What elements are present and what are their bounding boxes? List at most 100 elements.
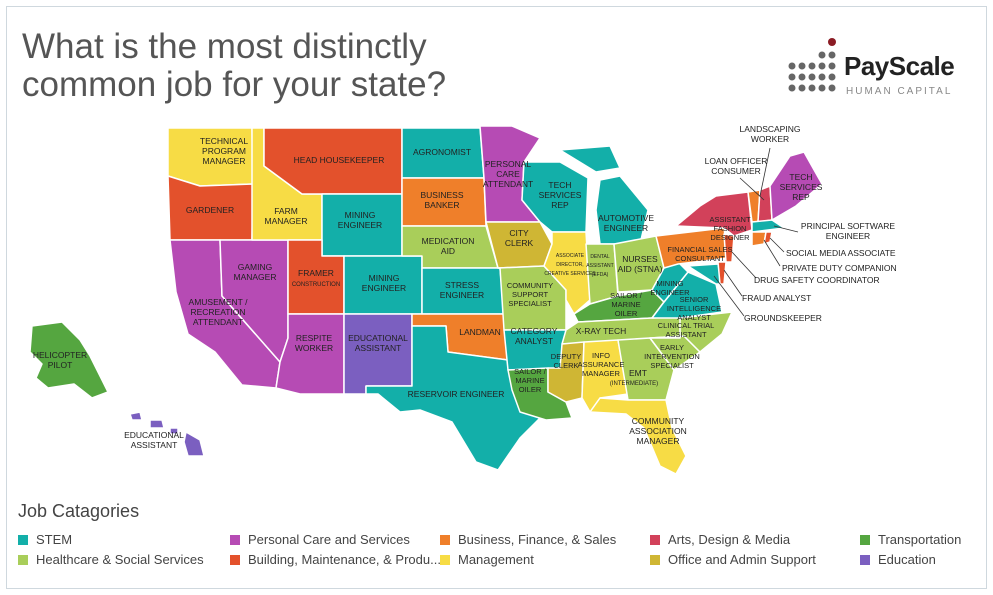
legend-item[interactable]: Transportation — [860, 532, 961, 547]
payscale-logo: PayScale HUMAN CAPITAL — [784, 36, 974, 100]
label-tn: X-RAY TECH — [576, 326, 627, 336]
label-ma: PRINCIPAL SOFTWARE ENGINEER — [801, 221, 895, 241]
label-il: ASSOCIATE DIRECTOR, CREATIVE SERVICES — [544, 253, 596, 277]
state-fl[interactable] — [589, 397, 687, 475]
legend-swatch — [440, 555, 450, 565]
label-wy: MINING ENGINEER — [338, 210, 382, 230]
label-ga: EMT — [629, 368, 647, 378]
logo-wordmark: PayScale — [844, 51, 955, 81]
label-ut-sub: CONSTRUCTION — [292, 282, 340, 288]
label-md: GROUNDSKEEPER — [744, 313, 822, 323]
label-pa: FINANCIAL SALES CONSULTANT — [667, 245, 732, 263]
legend-item[interactable]: Arts, Design & Media — [650, 532, 790, 547]
state-ga[interactable] — [617, 337, 675, 401]
legend-label: Management — [458, 552, 534, 567]
state-pa[interactable] — [655, 227, 729, 269]
label-ar: CATEGORY ANALYST — [511, 326, 558, 346]
state-hi-3[interactable] — [169, 427, 179, 435]
state-mi[interactable] — [559, 145, 621, 173]
state-hi[interactable] — [129, 411, 143, 421]
label-ky: SAILOR / MARINE OILER — [610, 291, 643, 318]
label-sd: BUSINESS BANKER — [421, 190, 464, 210]
state-nj[interactable] — [723, 233, 735, 263]
legend-swatch — [650, 555, 660, 565]
label-co: MINING ENGINEER — [362, 273, 406, 293]
state-de[interactable] — [717, 261, 727, 285]
state-hi-4[interactable] — [183, 431, 205, 457]
state-hi-2[interactable] — [149, 419, 165, 429]
leader-lines — [713, 147, 799, 317]
legend-swatch — [230, 555, 240, 565]
legend-swatch — [18, 535, 28, 545]
state-mi-lower[interactable] — [595, 175, 649, 245]
legend-swatch — [440, 535, 450, 545]
label-al: INFO ASSURANCE MANAGER — [578, 351, 625, 378]
label-ms: DEPUTY CLERK — [551, 352, 581, 370]
label-mo: COMMUNITY SUPPORT SPECIALIST — [507, 281, 553, 308]
state-ak[interactable] — [29, 321, 109, 399]
legend-label: Personal Care and Services — [248, 532, 410, 547]
label-de: FRAUD ANALYST — [742, 293, 811, 303]
legend-item[interactable]: Building, Maintenance, & Produ... — [230, 552, 441, 567]
state-nc[interactable] — [649, 311, 733, 353]
legend-label: Business, Finance, & Sales — [458, 532, 617, 547]
legend-label: Arts, Design & Media — [668, 532, 791, 547]
legend-item[interactable]: Business, Finance, & Sales — [440, 532, 616, 547]
legend-item[interactable]: Management — [440, 552, 534, 567]
label-ri: SOCIAL MEDIA ASSOCIATE — [786, 248, 896, 258]
page-title: What is the most distinctly common job f… — [22, 28, 446, 104]
label-mn: PERSONAL CARE ATTENDANT — [483, 159, 533, 189]
legend-item[interactable]: Personal Care and Services — [230, 532, 410, 547]
label-mi: AUTOMOTIVE ENGINEER — [598, 213, 654, 233]
label-oh: NURSES AID (STNA) — [618, 254, 663, 274]
label-or: GARDENER — [186, 205, 234, 215]
label-nh: LOAN OFFICER CONSUMER — [705, 156, 768, 176]
label-fl: COMMUNITY ASSOCIATION MANAGER — [629, 416, 686, 446]
label-nv: GAMING MANAGER — [234, 262, 277, 282]
legend-label: Transportation — [878, 532, 962, 547]
label-in: DENTAL ASSISTANT (EFDA) — [586, 254, 613, 278]
legend-swatch — [18, 555, 28, 565]
label-wi: TECH SERVICES REP — [539, 180, 582, 210]
label-nc: CLINICAL TRIAL ASSISTANT — [658, 321, 715, 339]
label-nm: EDUCATIONAL ASSISTANT — [348, 333, 408, 353]
label-mt: HEAD HOUSEKEEPER — [294, 155, 385, 165]
label-vt: LANDSCAPING WORKER — [740, 124, 801, 144]
label-ks: STRESS ENGINEER — [440, 280, 484, 300]
label-wv: MINING ENGINEER — [650, 279, 690, 297]
legend-item[interactable]: STEM — [18, 532, 72, 547]
label-ny: ASSISTANT FASHION DESIGNER — [709, 215, 751, 242]
state-ri[interactable] — [763, 231, 773, 245]
legend-item[interactable]: Education — [860, 552, 936, 567]
label-ca: AMUSEMENT / RECREATION ATTENDANT — [189, 297, 249, 327]
legend-label: Healthcare & Social Services — [36, 552, 204, 567]
label-ct: PRIVATE DUTY COMPANION — [782, 263, 897, 273]
legend-item[interactable]: Office and Admin Support — [650, 552, 816, 567]
logo-dots-icon — [788, 38, 836, 92]
legend-title: Job Catagories — [18, 501, 140, 521]
legend-label: Office and Admin Support — [668, 552, 816, 567]
legend-swatch — [860, 535, 870, 545]
state-me[interactable] — [769, 151, 823, 221]
legend-item[interactable]: Healthcare & Social Services — [18, 552, 204, 567]
state-nm[interactable] — [343, 313, 413, 395]
label-ut: FRAMER — [298, 268, 334, 278]
label-wa: TECHNICAL PROGRAM MANAGER — [200, 136, 248, 166]
legend-label: Education — [878, 552, 936, 567]
label-ak: HELICOPTER PILOT — [33, 350, 87, 370]
label-me: TECH SERVICES REP — [780, 172, 823, 202]
logo-tagline: HUMAN CAPITAL — [846, 86, 953, 97]
title-line-1: What is the most distinctly — [22, 27, 427, 66]
label-sc: EARLY INTERVENTION SPECIALIST — [644, 343, 700, 370]
label-ne: MEDICATION AID — [422, 236, 475, 256]
title-line-2: common job for your state? — [22, 65, 447, 104]
state-ma[interactable] — [751, 219, 785, 233]
state-wv[interactable] — [651, 261, 689, 303]
label-la: SAILOR / MARINE OILER — [514, 367, 547, 394]
legend-swatch — [650, 535, 660, 545]
label-tx: RESERVOIR ENGINEER — [408, 389, 505, 399]
label-ga-sub: (INTERMEDIATE) — [610, 381, 658, 387]
legend-label: STEM — [36, 532, 73, 547]
label-id: FARM MANAGER — [265, 206, 308, 226]
